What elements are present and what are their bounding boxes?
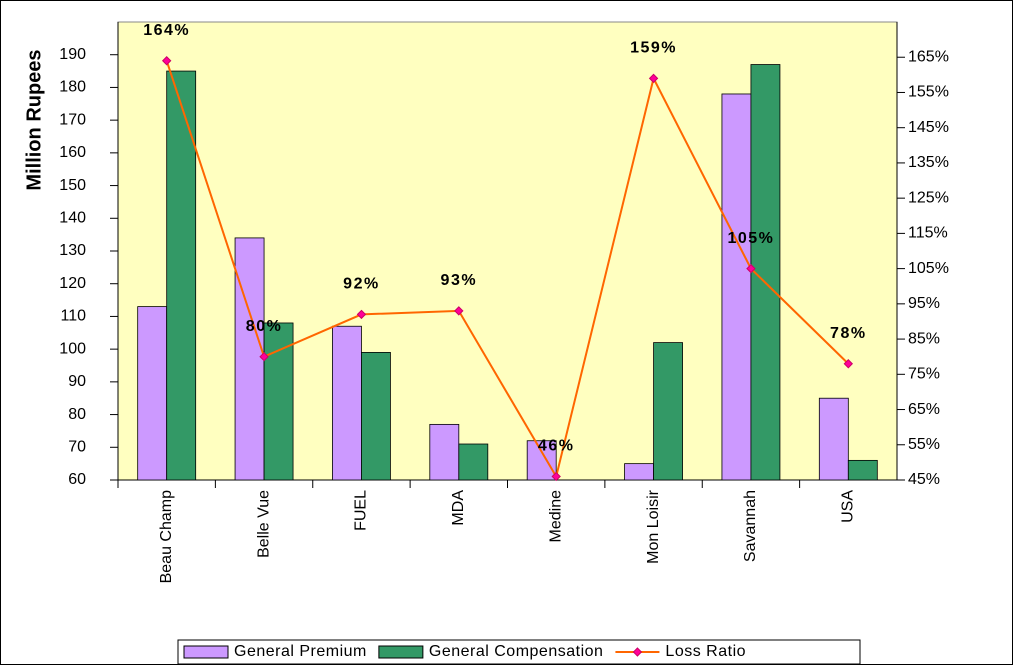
y-tick-label: 70 <box>68 439 86 456</box>
x-tick-label: FUEL <box>353 490 370 531</box>
line-marker <box>259 351 269 362</box>
y-tick-label: 120 <box>59 275 86 292</box>
y-tick-label: 160 <box>59 144 86 161</box>
data-label: 92% <box>343 276 380 293</box>
x-tick-label: Belle Vue <box>255 490 272 558</box>
bar <box>429 423 460 480</box>
bar <box>361 352 391 480</box>
line-marker <box>161 56 172 66</box>
x-tick-label: Mon Loisir <box>645 489 662 563</box>
legend-marker <box>632 647 643 657</box>
y2-tick-label: 75% <box>908 366 940 383</box>
line-marker <box>843 359 854 369</box>
bar <box>653 342 683 480</box>
bar <box>263 322 294 480</box>
line-marker <box>551 471 561 482</box>
legend-label: Loss Ratio <box>665 643 746 660</box>
y-tick-label: 140 <box>59 210 86 227</box>
x-tick-label: Beau Champ <box>158 490 175 583</box>
legend-label: General Premium <box>234 643 367 660</box>
bar <box>818 397 849 480</box>
y2-tick-label: 125% <box>908 189 949 206</box>
y2-tick-label: 45% <box>908 471 940 488</box>
x-tick-label: Medine <box>547 490 564 543</box>
bar <box>526 440 557 480</box>
y2-tick-label: 95% <box>908 295 940 312</box>
y-tick-label: 100 <box>59 340 86 357</box>
y-tick-label: 180 <box>59 79 86 96</box>
bar <box>234 237 265 480</box>
y-tick-label: 110 <box>60 308 86 325</box>
plot-bars <box>137 64 878 480</box>
y2-tick-label: 115% <box>908 225 948 242</box>
x-tick-label: USA <box>840 490 857 523</box>
y2-tick-label: 145% <box>908 119 949 136</box>
line-marker <box>356 309 367 320</box>
y2-tick-label: 155% <box>908 84 949 101</box>
data-label: 80% <box>246 318 283 335</box>
y-tick-label: 130 <box>59 242 86 259</box>
y-tick-label: 150 <box>59 177 86 194</box>
x-tick-label: Savannah <box>742 490 759 562</box>
y-tick-label: 90 <box>68 373 86 390</box>
bar <box>721 93 752 480</box>
data-label: 164% <box>143 22 190 39</box>
legend-swatch <box>183 645 229 659</box>
data-label: 105% <box>727 230 774 247</box>
legend-label: General Compensation <box>429 643 604 660</box>
legend-box <box>177 639 861 665</box>
y-tick-label: 170 <box>59 111 86 128</box>
bar <box>624 463 654 480</box>
line-marker <box>746 263 756 274</box>
y2-tick-label: 55% <box>908 436 940 453</box>
legend-swatch <box>378 645 424 659</box>
y2-tick-label: 135% <box>908 154 949 171</box>
y2-tick-label: 165% <box>908 48 949 65</box>
bar <box>750 64 781 480</box>
y-tick-label: 60 <box>68 471 86 488</box>
data-label: 46% <box>538 438 575 455</box>
y-tick-label: 80 <box>68 406 86 423</box>
y-axis-label: Million Rupees <box>23 49 45 190</box>
line-marker <box>648 73 659 84</box>
y2-tick-label: 65% <box>908 401 940 418</box>
line <box>165 60 850 480</box>
data-label: 159% <box>630 40 677 57</box>
y2-tick-label: 105% <box>908 260 949 277</box>
bar <box>847 459 878 480</box>
line-marker <box>454 306 464 316</box>
x-tick-label: MDA <box>450 490 467 526</box>
y2-tick-label: 85% <box>908 330 940 347</box>
bar <box>166 70 197 480</box>
bar <box>332 325 362 480</box>
bar <box>458 443 489 480</box>
y-tick-label: 190 <box>59 46 86 63</box>
data-label: 78% <box>830 325 867 342</box>
data-label: 93% <box>441 272 478 289</box>
bar <box>137 306 168 480</box>
